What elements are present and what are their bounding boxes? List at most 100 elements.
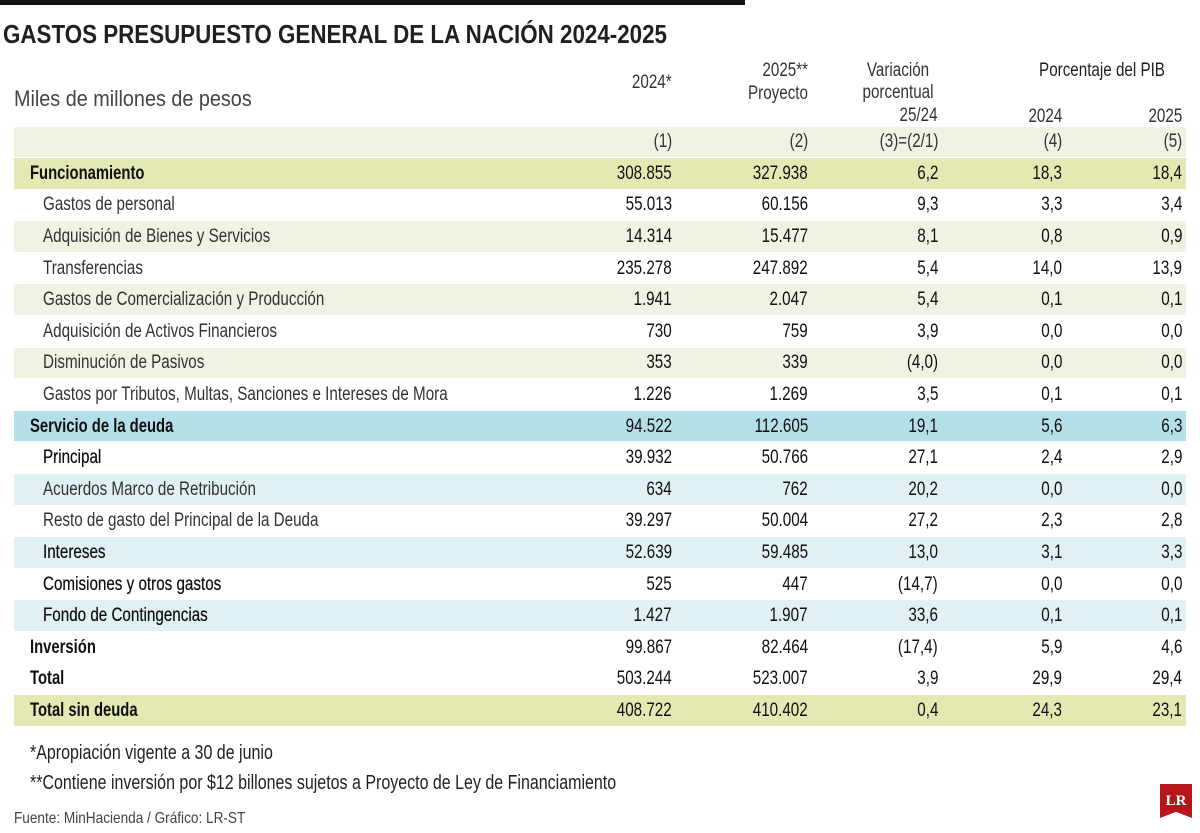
cell-value: 3,1 [1040,542,1062,563]
cell-value: 523.007 [753,668,808,690]
cell-value: 1.907 [769,605,808,627]
cell-value: 730 [646,320,672,342]
cell-value: 4,6 [1160,636,1182,658]
cell-value: 39.932 [625,447,673,469]
column-number: (5) [1163,131,1182,152]
cell-value: 14,0 [1032,257,1062,279]
row-label: Gastos de Comercialización y Producción [43,289,325,311]
cell-value: 759 [782,320,808,342]
cell-value: 15.477 [761,226,809,247]
cell-value: 308.855 [617,162,672,184]
cell-value: 634 [646,478,672,500]
cell-value: 0,1 [1040,384,1062,405]
column-header: 2025 [1148,106,1182,127]
cell-value: 6,3 [1160,415,1182,437]
cell-value: 3,3 [1160,542,1182,563]
cell-value: 13,9 [1152,257,1182,279]
cell-value: (14,7) [898,573,938,595]
column-header: 2024 [1028,106,1062,127]
row-label: Gastos de personal [43,194,175,216]
cell-value: 60.156 [761,194,809,216]
cell-value: 3,4 [1160,194,1182,216]
row-band [14,410,1186,442]
logo: LR [1160,784,1192,818]
cell-value: 39.297 [625,510,673,532]
header-band [14,127,1186,157]
cell-value: 525 [646,573,672,595]
column-number: (4) [1043,131,1062,152]
source: Fuente: MinHacienda / Gráfico: LR-ST [14,810,246,827]
cell-value: 14.314 [625,226,673,247]
cell-value: 327.938 [753,162,808,184]
row-label: Intereses [43,542,106,563]
cell-value: 339 [782,352,808,374]
cell-value: 6,2 [916,162,938,184]
cell-value: 1.427 [633,605,672,627]
cell-value: 33,6 [908,605,938,627]
cell-value: 447 [782,573,808,595]
cell-value: 2.047 [769,289,808,311]
cell-value: 20,2 [908,478,938,500]
cell-value: 99.867 [625,636,673,658]
row-label: Inversión [30,636,96,658]
cell-value: 0,0 [1040,478,1062,500]
cell-value: 2,3 [1040,510,1062,532]
row-label: Principal [43,447,102,469]
cell-value: 0,1 [1160,605,1182,627]
cell-value: 5,9 [1040,636,1062,658]
column-header: Variación [866,60,930,81]
cell-value: 410.402 [753,700,808,721]
column-header: 25/24 [899,105,938,126]
row-label: Transferencias [43,257,143,279]
column-number: (1) [653,131,672,152]
cell-value: 59.485 [761,542,809,563]
cell-value: 3,9 [916,668,938,690]
cell-value: 112.605 [754,415,808,437]
row-band [14,537,1186,568]
top-rule [0,0,745,5]
row-label: Servicio de la deuda [30,415,174,437]
title: GASTOS PRESUPUESTO GENERAL DE LA NACIÓN … [3,19,667,49]
row-label: Funcionamiento [30,162,145,184]
row-label: Total sin deuda [30,700,138,721]
row-band [14,600,1186,631]
column-header: Proyecto [748,83,808,104]
cell-value: 0,8 [1040,226,1062,247]
cell-value: 2,9 [1160,447,1182,469]
cell-value: 0,0 [1040,573,1062,595]
cell-value: 1.226 [633,384,672,405]
cell-value: 0,1 [1160,384,1182,405]
group-header: Porcentaje del PIB [1039,60,1165,81]
column-header: 2024* [632,72,672,93]
cell-value: 52.639 [625,542,673,563]
cell-value: 29,9 [1032,668,1062,690]
cell-value: 27,2 [908,510,938,532]
row-label: Resto de gasto del Principal de la Deuda [43,510,319,532]
cell-value: 8,1 [916,226,938,247]
cell-value: 3,3 [1040,194,1062,216]
row-label: Gastos por Tributos, Multas, Sanciones e… [43,384,448,405]
cell-value: 247.892 [753,257,808,279]
column-header: 2025** [762,60,808,81]
row-band [14,347,1186,379]
cell-value: 82.464 [761,636,809,658]
cell-value: 235.278 [617,257,672,279]
cell-value: 3,9 [916,320,938,342]
cell-value: 0,9 [1160,226,1182,247]
cell-value: 503.244 [617,668,672,690]
row-label: Total [30,668,65,690]
cell-value: 19,1 [908,415,938,437]
cell-value: 18,3 [1032,162,1062,184]
cell-value: 353 [646,352,672,374]
cell-value: 762 [782,478,808,500]
cell-value: 23,1 [1152,700,1182,721]
column-header: porcentual [862,82,934,103]
cell-value: 94.522 [625,415,673,437]
cell-value: 0,0 [1160,478,1182,500]
cell-value: 0,0 [1040,320,1062,342]
cell-value: 5,4 [916,289,938,311]
row-band [14,221,1186,252]
cell-value: 0,0 [1160,573,1182,595]
cell-value: (17,4) [898,636,938,658]
cell-value: 0,1 [1160,289,1182,311]
